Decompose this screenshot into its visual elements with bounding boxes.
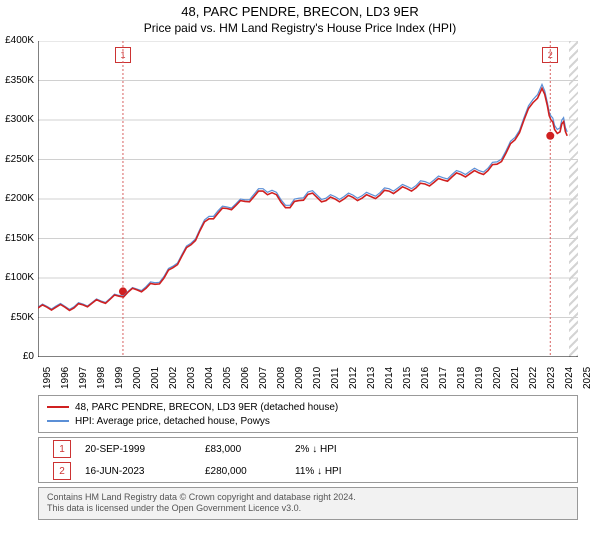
x-tick-label: 2013 <box>366 367 377 389</box>
y-tick-label: £150K <box>2 233 34 244</box>
x-tick-label: 2010 <box>312 367 323 389</box>
chart-area: £0£50K£100K£150K£200K£250K£300K£350K£400… <box>38 41 578 357</box>
x-tick-label: 2006 <box>240 367 251 389</box>
transaction-date: 20-SEP-1999 <box>85 444 205 455</box>
x-tick-label: 2019 <box>474 367 485 389</box>
x-tick-label: 1996 <box>60 367 71 389</box>
transaction-delta: 2% ↓ HPI <box>295 444 577 455</box>
x-tick-label: 1999 <box>114 367 125 389</box>
x-tick-label: 2021 <box>510 367 521 389</box>
legend: 48, PARC PENDRE, BRECON, LD3 9ER (detach… <box>38 395 578 433</box>
x-tick-label: 2002 <box>168 367 179 389</box>
x-tick-label: 1997 <box>78 367 89 389</box>
chart-svg <box>38 41 578 357</box>
chart-subtitle: Price paid vs. HM Land Registry's House … <box>0 21 600 35</box>
y-tick-label: £200K <box>2 193 34 204</box>
y-tick-label: £250K <box>2 154 34 165</box>
x-tick-label: 2008 <box>276 367 287 389</box>
transaction-index: 1 <box>53 440 71 458</box>
y-tick-label: £50K <box>2 312 34 323</box>
x-tick-label: 2012 <box>348 367 359 389</box>
y-tick-label: £350K <box>2 75 34 86</box>
transactions-table: 1 20-SEP-1999£83,0002% ↓ HPI 2 16-JUN-2023£… <box>38 437 578 483</box>
footer-line: This data is licensed under the Open Gov… <box>47 503 569 514</box>
legend-label: 48, PARC PENDRE, BRECON, LD3 9ER (detach… <box>75 402 338 413</box>
x-tick-label: 2014 <box>384 367 395 389</box>
x-tick-label: 2018 <box>456 367 467 389</box>
transaction-price: £280,000 <box>205 466 295 477</box>
x-tick-label: 1998 <box>96 367 107 389</box>
transaction-delta: 11% ↓ HPI <box>295 466 577 477</box>
x-tick-label: 2003 <box>186 367 197 389</box>
x-tick-label: 2022 <box>528 367 539 389</box>
x-tick-label: 2000 <box>132 367 143 389</box>
y-tick-label: £100K <box>2 272 34 283</box>
x-tick-label: 2025 <box>582 367 593 389</box>
x-tick-label: 2024 <box>564 367 575 389</box>
chart-title: 48, PARC PENDRE, BRECON, LD3 9ER <box>0 4 600 19</box>
x-tick-label: 2016 <box>420 367 431 389</box>
transaction-row: 1 20-SEP-1999£83,0002% ↓ HPI <box>39 438 577 460</box>
legend-item: HPI: Average price, detached house, Powy… <box>47 414 569 428</box>
footer-licence: Contains HM Land Registry data © Crown c… <box>38 487 578 520</box>
series-blue <box>38 84 567 309</box>
x-tick-label: 1995 <box>42 367 53 389</box>
x-tick-label: 2007 <box>258 367 269 389</box>
legend-label: HPI: Average price, detached house, Powy… <box>75 416 270 427</box>
x-tick-label: 2015 <box>402 367 413 389</box>
y-tick-label: £0 <box>2 351 34 362</box>
legend-item: 48, PARC PENDRE, BRECON, LD3 9ER (detach… <box>47 400 569 414</box>
x-tick-label: 2001 <box>150 367 161 389</box>
x-tick-label: 2009 <box>294 367 305 389</box>
legend-swatch <box>47 420 69 422</box>
x-tick-label: 2023 <box>546 367 557 389</box>
y-tick-label: £400K <box>2 35 34 46</box>
legend-swatch <box>47 406 69 408</box>
transaction-price: £83,000 <box>205 444 295 455</box>
y-tick-label: £300K <box>2 114 34 125</box>
x-tick-label: 2004 <box>204 367 215 389</box>
transaction-date: 16-JUN-2023 <box>85 466 205 477</box>
transaction-row: 2 16-JUN-2023£280,00011% ↓ HPI <box>39 460 577 482</box>
transaction-index: 2 <box>53 462 71 480</box>
x-tick-label: 2020 <box>492 367 503 389</box>
x-tick-label: 2017 <box>438 367 449 389</box>
x-tick-label: 2011 <box>330 367 341 389</box>
footer-line: Contains HM Land Registry data © Crown c… <box>47 492 569 503</box>
x-tick-label: 2005 <box>222 367 233 389</box>
